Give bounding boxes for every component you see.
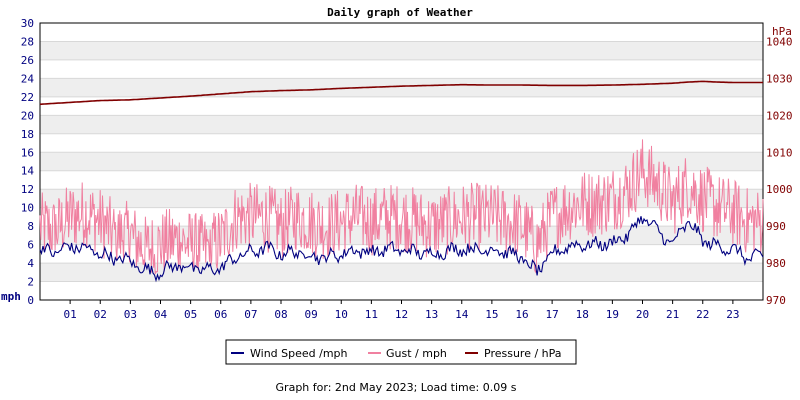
right-tick-label: 990 xyxy=(766,220,786,233)
x-tick-label: 13 xyxy=(425,308,438,321)
right-tick-label: 1000 xyxy=(766,183,793,196)
legend-label-wind: Wind Speed /mph xyxy=(250,347,348,360)
x-tick-label: 11 xyxy=(365,308,378,321)
x-tick-label: 05 xyxy=(184,308,197,321)
right-tick-label: 980 xyxy=(766,257,786,270)
left-tick-label: 4 xyxy=(27,257,34,270)
left-tick-label: 0 xyxy=(27,294,34,307)
left-tick-label: 26 xyxy=(21,54,34,67)
left-tick-label: 20 xyxy=(21,109,34,122)
graph-footer: Graph for: 2nd May 2023; Load time: 0.09… xyxy=(276,381,517,394)
x-tick-label: 10 xyxy=(335,308,348,321)
left-tick-label: 16 xyxy=(21,146,34,159)
left-tick-label: 24 xyxy=(21,72,35,85)
grid-band xyxy=(40,115,763,133)
x-tick-label: 09 xyxy=(305,308,318,321)
left-tick-label: 8 xyxy=(27,220,34,233)
right-axis-unit: hPa xyxy=(772,25,792,38)
left-tick-label: 14 xyxy=(21,165,35,178)
x-tick-label: 04 xyxy=(154,308,168,321)
chart-title: Daily graph of Weather xyxy=(327,6,473,19)
x-tick-label: 03 xyxy=(124,308,137,321)
left-axis-unit: mph xyxy=(1,290,21,303)
left-tick-label: 30 xyxy=(21,17,34,30)
grid-band xyxy=(40,41,763,59)
grid-band xyxy=(40,152,763,170)
x-tick-label: 19 xyxy=(606,308,619,321)
x-tick-label: 01 xyxy=(64,308,77,321)
grid-band xyxy=(40,282,763,300)
left-tick-label: 18 xyxy=(21,128,34,141)
x-tick-label: 18 xyxy=(576,308,589,321)
x-tick-label: 12 xyxy=(395,308,408,321)
left-tick-label: 6 xyxy=(27,239,34,252)
x-tick-label: 07 xyxy=(244,308,257,321)
x-tick-label: 15 xyxy=(485,308,498,321)
x-tick-label: 20 xyxy=(636,308,649,321)
left-tick-label: 2 xyxy=(27,276,34,289)
left-tick-label: 28 xyxy=(21,35,34,48)
right-tick-label: 1020 xyxy=(766,109,793,122)
right-tick-label: 970 xyxy=(766,294,786,307)
legend-label-gust: Gust / mph xyxy=(386,347,447,360)
x-tick-label: 14 xyxy=(455,308,469,321)
right-tick-label: 1030 xyxy=(766,72,793,85)
left-tick-label: 22 xyxy=(21,91,34,104)
grid-band xyxy=(40,23,763,41)
x-tick-label: 17 xyxy=(546,308,559,321)
grid-band xyxy=(40,97,763,115)
x-ticks: 01 02 03 04 05 06 07 08 09 10 11 12 13 14 15 16 17 18 19 20… xyxy=(64,300,740,321)
x-tick-label: 22 xyxy=(696,308,709,321)
left-tick-label: 12 xyxy=(21,183,34,196)
left-tick-label: 10 xyxy=(21,202,34,215)
grid-band xyxy=(40,134,763,152)
x-tick-label: 06 xyxy=(214,308,227,321)
grid-band xyxy=(40,60,763,78)
legend: Wind Speed /mph Gust / mph Pressure / hP… xyxy=(226,340,576,364)
plot-bands xyxy=(40,23,763,300)
legend-label-pressure: Pressure / hPa xyxy=(484,347,562,360)
grid-band xyxy=(40,78,763,96)
right-tick-label: 1010 xyxy=(766,146,793,159)
x-tick-label: 16 xyxy=(515,308,528,321)
x-tick-label: 21 xyxy=(666,308,679,321)
x-tick-label: 08 xyxy=(274,308,287,321)
x-tick-label: 23 xyxy=(726,308,739,321)
x-tick-label: 02 xyxy=(94,308,107,321)
